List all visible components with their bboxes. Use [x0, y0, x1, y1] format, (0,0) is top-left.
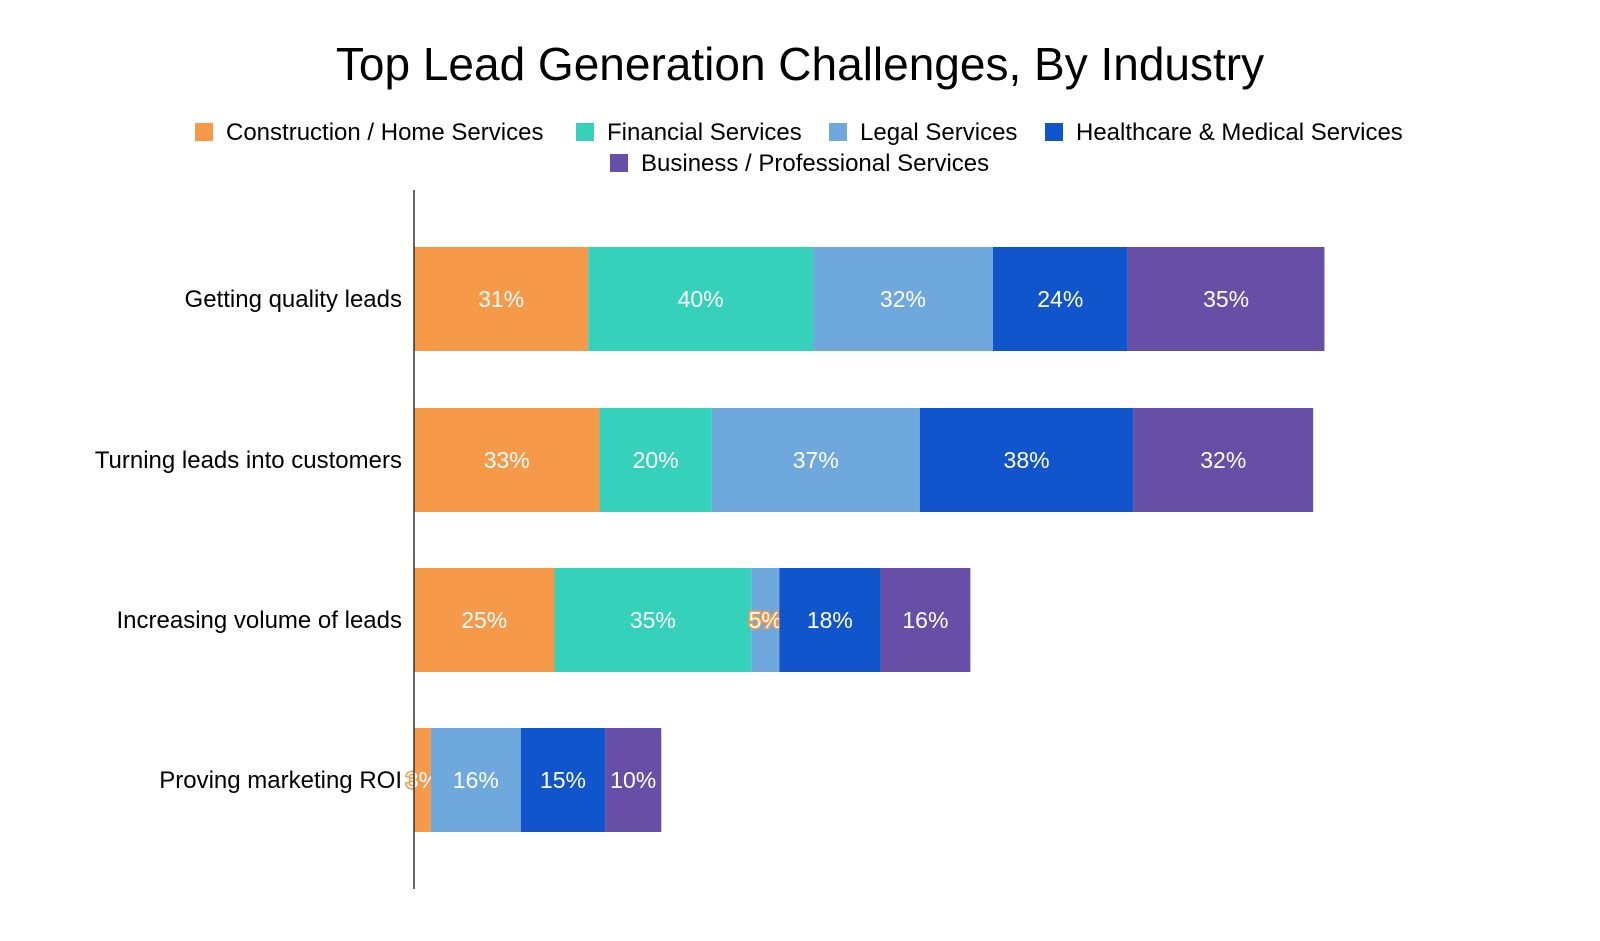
category-tick-label: Getting quality leads [185, 286, 402, 313]
category-tick-label: Increasing volume of leads [117, 607, 403, 634]
bar-row-increasing-volume-of-leads: 25% 35% 5% 18% 16% [414, 568, 971, 672]
legend: Construction / Home Services Financial Se… [195, 119, 1403, 177]
legend-item-healthcare-medical-services: Healthcare & Medical Services [1045, 119, 1403, 146]
legend-label: Legal Services [860, 119, 1017, 146]
bar-segment-healthcare-medical-services [520, 728, 606, 832]
bar-segment-legal-services [813, 247, 993, 351]
bar-data-label: 33% [484, 447, 530, 473]
bar-data-label: 35% [1203, 286, 1249, 312]
bar-data-label: 5% [749, 607, 782, 633]
bar-data-label: 25% [461, 607, 507, 633]
bar-data-label: 16% [453, 767, 499, 793]
bar-data-label: 16% [902, 607, 948, 633]
legend-item-construction-home-services: Construction / Home Services [195, 119, 543, 146]
bar-row-getting-quality-leads: 31% 40% 32% 24% 35% [414, 247, 1325, 351]
bar-segment-construction-home-services [414, 408, 600, 512]
legend-item-financial-services: Financial Services [576, 119, 802, 146]
category-labels: Getting quality leads Turning leads into … [95, 286, 402, 794]
bar-data-label: 38% [1004, 447, 1050, 473]
bar-segment-construction-home-services [414, 247, 589, 351]
legend-swatch [610, 154, 628, 172]
bar-data-label: 15% [540, 767, 586, 793]
legend-swatch [195, 123, 213, 141]
bar-segment-financial-services [599, 408, 712, 512]
legend-swatch [829, 123, 847, 141]
bar-segment-legal-services [711, 408, 920, 512]
bar-segment-healthcare-medical-services [779, 568, 881, 672]
bar-segment-business-professional-services [1127, 247, 1325, 351]
bar-data-label: 37% [793, 447, 839, 473]
bars-group: 31% 40% 32% 24% 35% 33% 20% 37% 38% 32% 25% 35% 5% 18… [404, 247, 1325, 832]
bar-segment-legal-services [751, 568, 780, 672]
chart-title: Top Lead Generation Challenges, By Indus… [336, 38, 1264, 90]
bar-segment-healthcare-medical-services [919, 408, 1134, 512]
bar-data-label: 32% [1200, 447, 1246, 473]
bar-segment-business-professional-services [1133, 408, 1314, 512]
bar-data-label: 35% [630, 607, 676, 633]
category-tick-label: Turning leads into customers [95, 447, 402, 474]
bar-data-label: 31% [478, 286, 524, 312]
bar-segment-financial-services [554, 568, 752, 672]
legend-swatch [1045, 123, 1063, 141]
legend-item-legal-services: Legal Services [829, 119, 1017, 146]
bar-segment-construction-home-services [414, 728, 431, 832]
legend-label: Construction / Home Services [226, 119, 543, 146]
bar-row-turning-leads-into-customers: 33% 20% 37% 38% 32% [414, 408, 1314, 512]
bar-row-proving-marketing-roi: 3% 16% 15% 10% [404, 728, 662, 832]
bar-data-label: 18% [807, 607, 853, 633]
bar-data-label: 40% [678, 286, 724, 312]
legend-label: Business / Professional Services [641, 150, 989, 177]
legend-label: Financial Services [607, 119, 802, 146]
bar-segment-business-professional-services [605, 728, 662, 832]
bar-segment-healthcare-medical-services [992, 247, 1128, 351]
bar-segment-business-professional-services [880, 568, 971, 672]
legend-item-business-professional-services: Business / Professional Services [610, 150, 989, 177]
bar-data-label: 24% [1037, 286, 1083, 312]
bar-data-label: 20% [633, 447, 679, 473]
bar-data-label: 10% [610, 767, 656, 793]
category-tick-label: Proving marketing ROI [159, 767, 402, 794]
bar-segment-financial-services [588, 247, 814, 351]
legend-label: Healthcare & Medical Services [1076, 119, 1403, 146]
bar-segment-legal-services [430, 728, 521, 832]
bar-segment-construction-home-services [414, 568, 555, 672]
legend-swatch [576, 123, 594, 141]
bar-data-label: 32% [880, 286, 926, 312]
